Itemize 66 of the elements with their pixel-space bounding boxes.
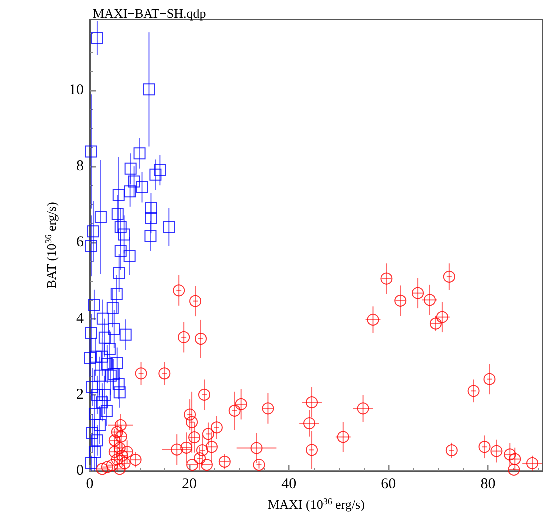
point bbox=[113, 267, 126, 280]
point bbox=[112, 189, 125, 202]
point bbox=[108, 323, 120, 336]
point bbox=[144, 230, 157, 242]
point bbox=[163, 221, 176, 234]
y-tick-label: 8 bbox=[76, 158, 84, 175]
point bbox=[88, 408, 101, 420]
x-tick-label: 80 bbox=[480, 476, 496, 493]
point bbox=[124, 186, 136, 198]
point bbox=[101, 358, 114, 371]
point bbox=[112, 378, 125, 390]
point bbox=[91, 388, 104, 401]
point bbox=[91, 434, 104, 447]
chart-title: MAXI−BAT−SH.qdp bbox=[93, 6, 206, 21]
point bbox=[111, 356, 124, 369]
point bbox=[120, 328, 132, 341]
point bbox=[85, 327, 98, 340]
point bbox=[128, 176, 140, 188]
y-tick-label: 10 bbox=[69, 82, 84, 98]
y-tick-label: 6 bbox=[76, 234, 84, 251]
point bbox=[94, 419, 106, 432]
point bbox=[124, 250, 136, 262]
y-tick-label: 0 bbox=[76, 463, 84, 480]
point bbox=[86, 381, 98, 394]
x-tick-label: 40 bbox=[282, 476, 297, 493]
y-axis-title: BAT (1036 erg/s) bbox=[44, 202, 60, 289]
point bbox=[114, 245, 127, 258]
point bbox=[86, 427, 98, 440]
point bbox=[154, 164, 166, 176]
point bbox=[88, 446, 101, 458]
point bbox=[143, 84, 156, 96]
point bbox=[94, 211, 107, 224]
point bbox=[150, 168, 162, 181]
point bbox=[85, 146, 98, 158]
x-tick-label: 60 bbox=[381, 476, 396, 493]
point bbox=[108, 368, 120, 380]
point bbox=[110, 288, 123, 300]
point bbox=[98, 332, 111, 344]
point bbox=[145, 212, 158, 224]
point bbox=[94, 370, 106, 382]
y-tick-label: 2 bbox=[76, 386, 84, 403]
point bbox=[124, 162, 137, 175]
point bbox=[85, 240, 98, 252]
point bbox=[104, 343, 116, 356]
point bbox=[112, 208, 124, 220]
point bbox=[88, 299, 100, 312]
y-tick-label: 4 bbox=[76, 310, 84, 327]
x-tick-label: 20 bbox=[182, 476, 198, 493]
point bbox=[85, 457, 98, 470]
point bbox=[84, 352, 96, 364]
point bbox=[96, 350, 108, 363]
point bbox=[134, 148, 146, 160]
point bbox=[91, 32, 104, 44]
point bbox=[114, 386, 126, 399]
point bbox=[136, 181, 148, 194]
point bbox=[96, 312, 109, 325]
point bbox=[98, 388, 111, 401]
point bbox=[114, 221, 127, 234]
point bbox=[87, 226, 100, 238]
point bbox=[100, 404, 113, 417]
point bbox=[96, 396, 108, 409]
point bbox=[118, 228, 130, 241]
point bbox=[90, 350, 102, 363]
point bbox=[106, 302, 119, 315]
point bbox=[104, 370, 117, 382]
point bbox=[145, 202, 158, 214]
